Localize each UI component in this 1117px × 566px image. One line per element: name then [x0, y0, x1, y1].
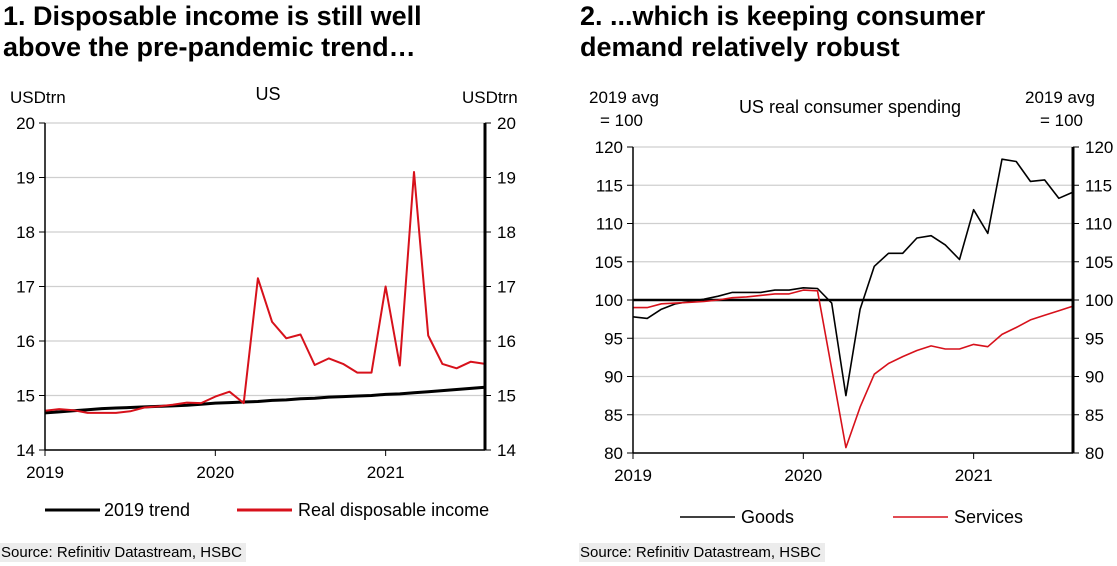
x-tick-label: 2019: [26, 463, 64, 482]
y-tick-label-right: 120: [1085, 138, 1113, 157]
chart1-axes: [44, 123, 487, 451]
y-tick-label-left: 95: [604, 329, 623, 348]
chart2-axis-ticks: 80 80 85 85 90 90 95 95 100 100 105 105 110 110 115 115…: [595, 138, 1114, 485]
y-tick-label-left: 16: [16, 332, 35, 351]
x-tick-label: 2020: [784, 466, 822, 485]
series-line-services: [633, 289, 1074, 449]
y-tick-label-right: 85: [1085, 406, 1104, 425]
chart2-legend: Goods Services: [680, 507, 1023, 527]
series-line-goods: [632, 158, 1074, 397]
y-tick-label-right: 20: [497, 114, 516, 133]
series-line-2019-trend: [44, 385, 486, 415]
y-tick-label-right: 80: [1085, 444, 1104, 463]
y-tick-label-left: 19: [16, 169, 35, 188]
y-tick-label-left: 85: [604, 406, 623, 425]
y-tick-label-right: 115: [1085, 176, 1112, 195]
chart2-title-line2: demand relatively robust: [580, 32, 900, 62]
y-tick-label-right: 105: [1085, 253, 1113, 272]
y-tick-label-left: 100: [595, 291, 623, 310]
series-line-real-disposable-income: [44, 171, 486, 414]
chart2-right-unit-line2: = 100: [1040, 111, 1083, 130]
x-tick-label: 2020: [196, 463, 234, 482]
y-tick-label-right: 16: [497, 332, 516, 351]
chart2-axes: [632, 147, 1075, 454]
chart1-right-unit: USDtrn: [462, 88, 518, 107]
legend-label-goods: Goods: [741, 507, 794, 527]
x-tick-label: 2019: [614, 466, 652, 485]
chart2-plot-title: US real consumer spending: [739, 97, 961, 117]
y-tick-label-right: 19: [497, 169, 516, 188]
x-tick-label: 2021: [955, 466, 993, 485]
chart2-series: [632, 158, 1074, 449]
y-tick-label-right: 110: [1085, 215, 1112, 234]
y-tick-label-left: 18: [16, 223, 35, 242]
y-tick-label-left: 17: [16, 278, 35, 297]
chart2-source: Source: Refinitiv Datastream, HSBC: [579, 543, 825, 562]
legend-label-real-disposable-income: Real disposable income: [298, 500, 489, 520]
y-tick-label-right: 100: [1085, 291, 1113, 310]
legend-label-2019-trend: 2019 trend: [104, 500, 190, 520]
legend-label-services: Services: [954, 507, 1023, 527]
x-tick-label: 2021: [367, 463, 405, 482]
chart1-left-unit: USDtrn: [10, 88, 66, 107]
chart1-plot-title: US: [255, 84, 280, 104]
chart1-series: [44, 171, 486, 415]
y-tick-label-right: 14: [497, 441, 516, 460]
chart1-source: Source: Refinitiv Datastream, HSBC: [0, 543, 246, 562]
y-tick-label-left: 120: [595, 138, 623, 157]
y-tick-label-left: 105: [595, 253, 623, 272]
chart2-title-line1: 2. ...which is keeping consumer: [580, 1, 986, 31]
chart1-title-line2: above the pre-pandemic trend…: [3, 32, 416, 62]
y-tick-label-right: 18: [497, 223, 516, 242]
chart1-legend: 2019 trend Real disposable income: [45, 500, 489, 520]
y-tick-label-left: 14: [16, 441, 35, 460]
chart2-left-unit-line2: = 100: [600, 111, 643, 130]
y-tick-label-left: 110: [596, 215, 623, 234]
y-tick-label-left: 115: [596, 176, 623, 195]
y-tick-label-right: 17: [497, 278, 516, 297]
y-tick-label-right: 90: [1085, 368, 1104, 387]
y-tick-label-left: 80: [604, 444, 623, 463]
chart2-right-unit-line1: 2019 avg: [1025, 88, 1095, 107]
y-tick-label-right: 95: [1085, 329, 1104, 348]
y-tick-label-right: 15: [497, 387, 516, 406]
y-tick-label-left: 20: [16, 114, 35, 133]
y-tick-label-left: 90: [604, 368, 623, 387]
chart2-left-unit-line1: 2019 avg: [589, 88, 659, 107]
chart1-title-line1: 1. Disposable income is still well: [3, 1, 422, 31]
y-tick-label-left: 15: [16, 387, 35, 406]
